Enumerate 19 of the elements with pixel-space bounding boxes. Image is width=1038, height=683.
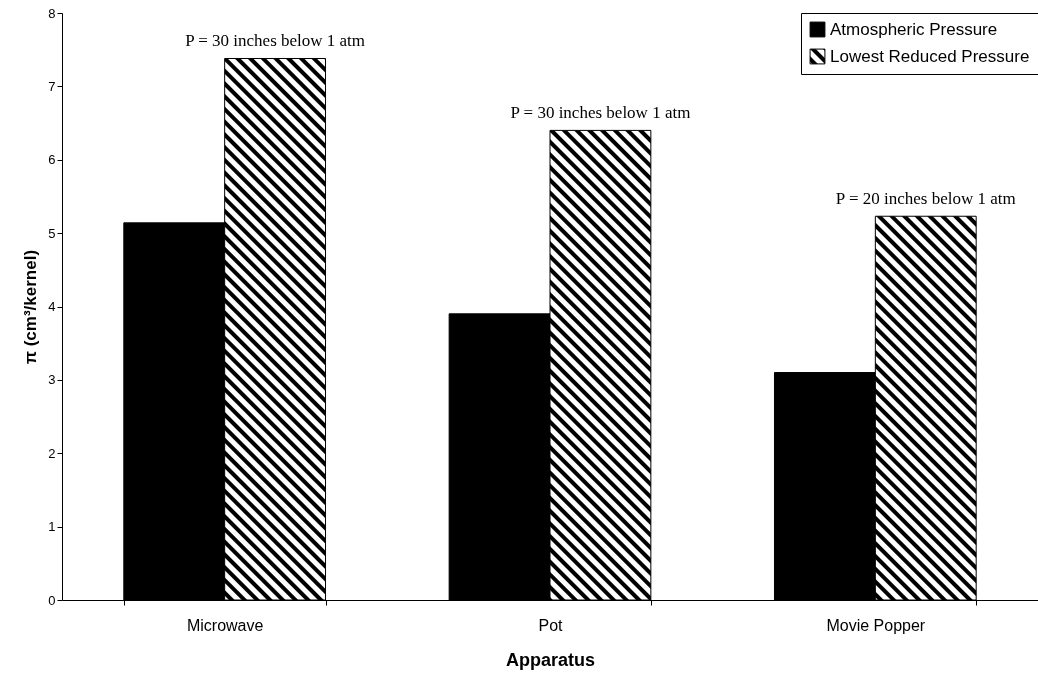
y-tick-label: 8 — [48, 5, 56, 21]
y-tick-label: 1 — [48, 519, 56, 535]
y-tick-label: 3 — [48, 372, 56, 388]
legend-label: Atmospheric Pressure — [830, 19, 998, 39]
annotation: P = 20 inches below 1 atm — [835, 189, 1016, 209]
y-tick-label: 2 — [48, 445, 56, 461]
y-tick-label: 0 — [48, 592, 56, 608]
x-tick-label: Movie Popper — [826, 616, 926, 634]
legend-label: Lowest Reduced Pressure — [830, 46, 1030, 66]
y-tick-label: 6 — [48, 152, 56, 168]
y-tick-label: 4 — [48, 299, 56, 314]
y-tick-label: 5 — [48, 225, 56, 241]
annotation: P = 30 inches below 1 atm — [185, 31, 366, 51]
x-tick-label: Pot — [538, 616, 564, 634]
y-tick-label: 7 — [48, 78, 56, 94]
x-tick-label: Microwave — [186, 616, 264, 634]
y-axis-title: π (cm³/kernel) — [21, 249, 41, 365]
x-axis-title: Apparatus — [505, 649, 596, 670]
annotation: P = 30 inches below 1 atm — [510, 103, 691, 123]
